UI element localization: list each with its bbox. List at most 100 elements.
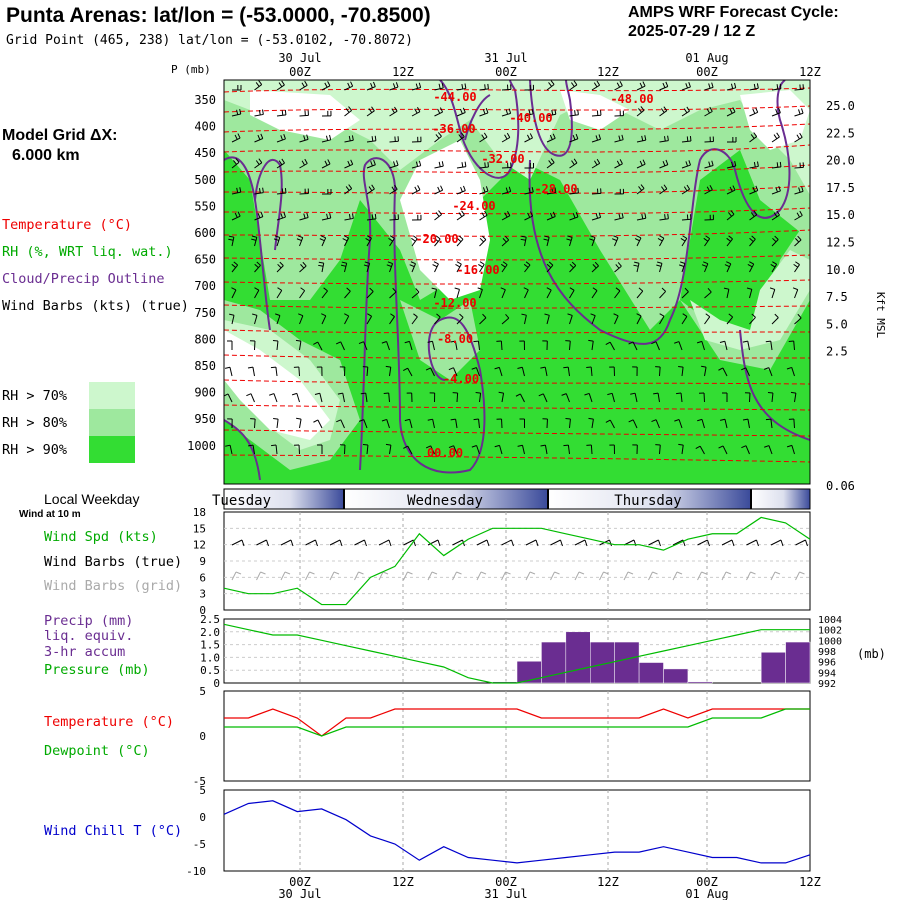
wind-barb bbox=[479, 239, 487, 247]
wind-barb bbox=[344, 139, 354, 143]
wind-barb bbox=[768, 445, 773, 455]
wind-barb-flag bbox=[228, 235, 234, 238]
wind-barb bbox=[657, 393, 660, 403]
bottom-date-label: 31 Jul bbox=[484, 887, 527, 900]
wind-barb-flag bbox=[414, 186, 418, 192]
wind-barb bbox=[726, 213, 735, 221]
wind-barb-flag bbox=[278, 82, 283, 88]
wind-barb bbox=[456, 214, 465, 221]
wind-barb bbox=[704, 238, 711, 247]
wind-barb-flag bbox=[638, 108, 642, 113]
wind-barb bbox=[794, 317, 802, 325]
wind-barb-flag bbox=[774, 313, 779, 318]
wind-barb bbox=[722, 445, 728, 455]
rh90-label: RH > 90% bbox=[2, 442, 68, 458]
wind-barb-flag bbox=[659, 313, 665, 317]
pressure-tick: 994 bbox=[818, 668, 836, 679]
wind-barb bbox=[771, 136, 780, 143]
wind-barb-flag bbox=[370, 82, 373, 88]
wind-barb-flag bbox=[371, 106, 375, 112]
wind-barb bbox=[524, 215, 533, 221]
surface-wind-barb-flag bbox=[266, 539, 269, 547]
wind-barb bbox=[749, 263, 755, 273]
wind-barb-flag bbox=[686, 106, 690, 112]
wind-barb bbox=[254, 113, 264, 117]
wind-barb bbox=[254, 289, 260, 299]
precip-legend-2: liq. equiv. bbox=[44, 628, 134, 644]
wind-barb-flag bbox=[417, 107, 421, 112]
wind-barb-flag bbox=[324, 82, 328, 88]
wind-barb-flag bbox=[531, 186, 534, 193]
wind-barb bbox=[389, 164, 399, 169]
wind-barb bbox=[745, 367, 750, 377]
grid-wind-barb bbox=[354, 571, 359, 581]
wind-speed-ticks: 0 3 6 9 12 15 18 bbox=[193, 506, 206, 617]
wind-barb-flag bbox=[348, 106, 352, 111]
wind-barb bbox=[659, 237, 665, 247]
surface-wind-barb-flag bbox=[339, 539, 343, 547]
temp-contour-label: -24.00 bbox=[452, 199, 495, 213]
height-tick: 2.5 bbox=[826, 345, 848, 359]
wind-barb-flag bbox=[767, 392, 773, 394]
wind-barb-flag bbox=[283, 134, 286, 140]
wind-barb bbox=[681, 263, 686, 273]
wind-barb-flag bbox=[254, 287, 260, 291]
height-tick: 10.0 bbox=[826, 263, 855, 277]
wind-barb bbox=[546, 191, 556, 195]
temp-tick: 0 bbox=[199, 730, 206, 743]
wind-barb-flag bbox=[732, 185, 736, 191]
wind-barb-flag bbox=[701, 365, 707, 368]
wind-barb bbox=[565, 393, 570, 403]
wind-barb-flag bbox=[234, 212, 238, 218]
wind-barb-flag bbox=[706, 108, 710, 114]
grid-wind-barb bbox=[280, 571, 286, 581]
wind-barb-flag bbox=[473, 418, 479, 421]
temp-contour-label: -48.00 bbox=[610, 92, 653, 106]
wind-barb bbox=[724, 419, 728, 429]
wind-barb-flag bbox=[255, 82, 260, 87]
wind-barb-flag bbox=[477, 287, 483, 290]
wind-barb bbox=[636, 109, 645, 117]
wind-barb-flag bbox=[642, 159, 646, 165]
wind-barb-flag bbox=[269, 393, 275, 396]
surface-wind-barb-flag bbox=[805, 539, 808, 547]
wind-barb-flag bbox=[661, 287, 666, 292]
wind-barb-flag bbox=[548, 261, 554, 266]
wind-barb bbox=[366, 444, 369, 455]
wind-barb-flag bbox=[437, 132, 442, 137]
wind-barb-flag bbox=[475, 391, 481, 394]
wind-barb-flag bbox=[667, 213, 669, 219]
wind-barb bbox=[434, 263, 439, 273]
wind-barb bbox=[501, 215, 511, 221]
wind-barb-flag bbox=[389, 235, 395, 239]
wind-barb bbox=[231, 264, 239, 273]
wind-barb-flag bbox=[577, 109, 579, 115]
wind-barb-flag bbox=[679, 264, 685, 267]
wind-barb bbox=[609, 419, 615, 429]
wind-barb bbox=[726, 238, 733, 247]
wind-barb-flag bbox=[343, 235, 349, 239]
wind-barb-flag bbox=[352, 213, 354, 219]
wind-barb-flag bbox=[441, 82, 444, 89]
wind-barb-flag bbox=[427, 418, 433, 421]
wind-barb-flag bbox=[724, 264, 730, 268]
wind-barb bbox=[501, 289, 506, 299]
wind-barb-flag bbox=[665, 81, 669, 87]
wind-barb-flag bbox=[340, 264, 347, 267]
wind-barb-flag bbox=[763, 367, 769, 370]
surface-wind-barb bbox=[231, 539, 243, 546]
wind-barb bbox=[411, 111, 421, 117]
wind-barb bbox=[344, 217, 354, 221]
wind-barb bbox=[659, 218, 669, 221]
wind-barb-flag bbox=[460, 132, 465, 138]
wind-speed-line bbox=[223, 516, 811, 606]
surface-wind-barb bbox=[329, 539, 341, 546]
surface-wind-barb bbox=[672, 539, 684, 546]
wind-barb bbox=[276, 419, 279, 429]
wind-barb bbox=[749, 316, 756, 325]
grid-wind-barb-flag bbox=[431, 571, 438, 575]
precip-bar bbox=[614, 641, 640, 684]
pressure-tick: 1002 bbox=[818, 626, 842, 637]
surface-wind-barb-flag bbox=[315, 539, 318, 547]
